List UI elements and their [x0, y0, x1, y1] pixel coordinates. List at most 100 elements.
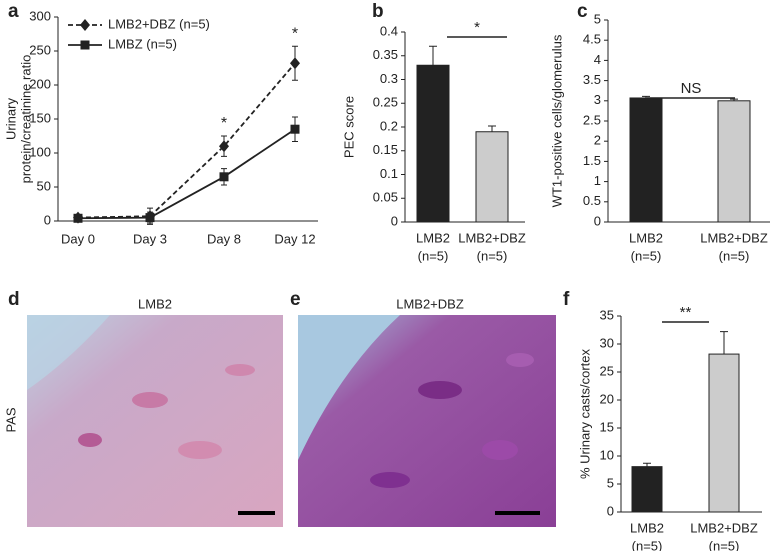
error-bar [429, 45, 437, 66]
error-bar [643, 462, 651, 467]
series-line [77, 62, 296, 219]
bar [416, 64, 450, 223]
y-tick-label: 1.5 [583, 153, 601, 168]
y-tick-label: 5 [607, 475, 614, 490]
image-texture [78, 433, 102, 447]
data-point [145, 213, 155, 223]
image-texture [506, 353, 534, 367]
y-tick-label: 300 [29, 8, 51, 23]
y-tick-label: 2 [594, 133, 601, 148]
y-tick-label: 0.5 [583, 193, 601, 208]
y-tick-label: 3 [594, 92, 601, 107]
y-tick-label: 0 [44, 212, 51, 227]
series-line [77, 128, 296, 220]
significance-label: * [474, 19, 480, 36]
y-axis-label: PEC score [341, 96, 356, 158]
bar [629, 97, 663, 223]
y-tick-label: 0.1 [380, 166, 398, 181]
y-tick-label: 1 [594, 173, 601, 188]
x-tick-label: (n=5) [631, 248, 662, 263]
x-tick-label: Day 12 [274, 231, 315, 246]
image-region [298, 315, 400, 460]
y-tick-label: 50 [37, 178, 51, 193]
data-point [219, 172, 229, 182]
y-tick-label: 3.5 [583, 72, 601, 87]
x-tick-label: (n=5) [709, 538, 740, 551]
image-texture [418, 381, 462, 399]
significance-label: ** [680, 304, 692, 321]
annotation: * [221, 115, 227, 132]
y-tick-label: 0.05 [373, 190, 398, 205]
y-tick-label: 5 [594, 11, 601, 26]
y-tick-label: 30 [600, 335, 614, 350]
x-tick-label: LMB2+DBZ [700, 230, 768, 245]
error-bar [488, 125, 496, 132]
x-tick-label: Day 8 [207, 231, 241, 246]
legend-label: LMB2+DBZ (n=5) [108, 16, 210, 31]
y-tick-label: 250 [29, 42, 51, 57]
y-axis-label: protein/creatinine ratio [18, 55, 33, 184]
y-tick-label: 0 [594, 213, 601, 228]
image-texture [178, 441, 222, 459]
y-tick-label: 0.2 [380, 118, 398, 133]
panel-label: e [290, 289, 301, 310]
y-tick-label: 100 [29, 144, 51, 159]
image-texture [370, 472, 410, 488]
image-title: LMB2+DBZ [396, 296, 464, 311]
image-texture [132, 392, 168, 408]
panel-label: c [577, 1, 588, 22]
x-tick-label: (n=5) [477, 248, 508, 263]
x-tick-label: LMB2+DBZ [690, 520, 758, 535]
y-tick-label: 25 [600, 363, 614, 378]
y-tick-label: 0.15 [373, 142, 398, 157]
bar [475, 131, 509, 223]
data-point [290, 124, 300, 134]
bar [708, 353, 740, 513]
image-region [27, 315, 110, 390]
panel-label: f [563, 289, 570, 310]
y-tick-label: 15 [600, 419, 614, 434]
x-tick-label: Day 3 [133, 231, 167, 246]
y-tick-label: 0.3 [380, 71, 398, 86]
bar [717, 100, 751, 223]
bar [631, 466, 663, 513]
panel-label: b [372, 1, 384, 22]
significance-label: NS [681, 80, 702, 97]
panel-label: a [8, 1, 19, 22]
y-axis-label: WT1-positive cells/glomerulus [549, 34, 564, 207]
y-tick-label: 0 [607, 503, 614, 518]
data-point [290, 57, 300, 70]
x-tick-label: LMB2 [629, 230, 663, 245]
data-point [219, 140, 229, 153]
stain-label: PAS [3, 407, 18, 432]
y-tick-label: 10 [600, 447, 614, 462]
error-bar [720, 331, 728, 355]
y-tick-label: 2.5 [583, 112, 601, 127]
y-axis-label: Urinary [3, 98, 18, 140]
y-tick-label: 35 [600, 307, 614, 322]
panel-label: d [8, 289, 20, 310]
x-tick-label: (n=5) [632, 538, 663, 551]
y-tick-label: 200 [29, 76, 51, 91]
annotation: * [292, 25, 298, 42]
y-tick-label: 0.35 [373, 47, 398, 62]
y-tick-label: 0.25 [373, 95, 398, 110]
y-axis-label: % Urinary casts/cortex [577, 348, 592, 479]
image-title: LMB2 [138, 296, 172, 311]
legend-label: LMBZ (n=5) [108, 36, 177, 51]
x-tick-label: (n=5) [719, 248, 750, 263]
data-point [73, 213, 83, 223]
y-tick-label: 20 [600, 391, 614, 406]
x-tick-label: LMB2 [416, 230, 450, 245]
y-tick-label: 150 [29, 110, 51, 125]
x-tick-label: (n=5) [418, 248, 449, 263]
y-tick-label: 4 [594, 52, 601, 67]
y-tick-label: 4.5 [583, 32, 601, 47]
image-texture [482, 440, 518, 460]
x-tick-label: LMB2 [630, 520, 664, 535]
x-tick-label: LMB2+DBZ [458, 230, 526, 245]
legend-marker [80, 19, 90, 31]
y-tick-label: 0 [391, 213, 398, 228]
